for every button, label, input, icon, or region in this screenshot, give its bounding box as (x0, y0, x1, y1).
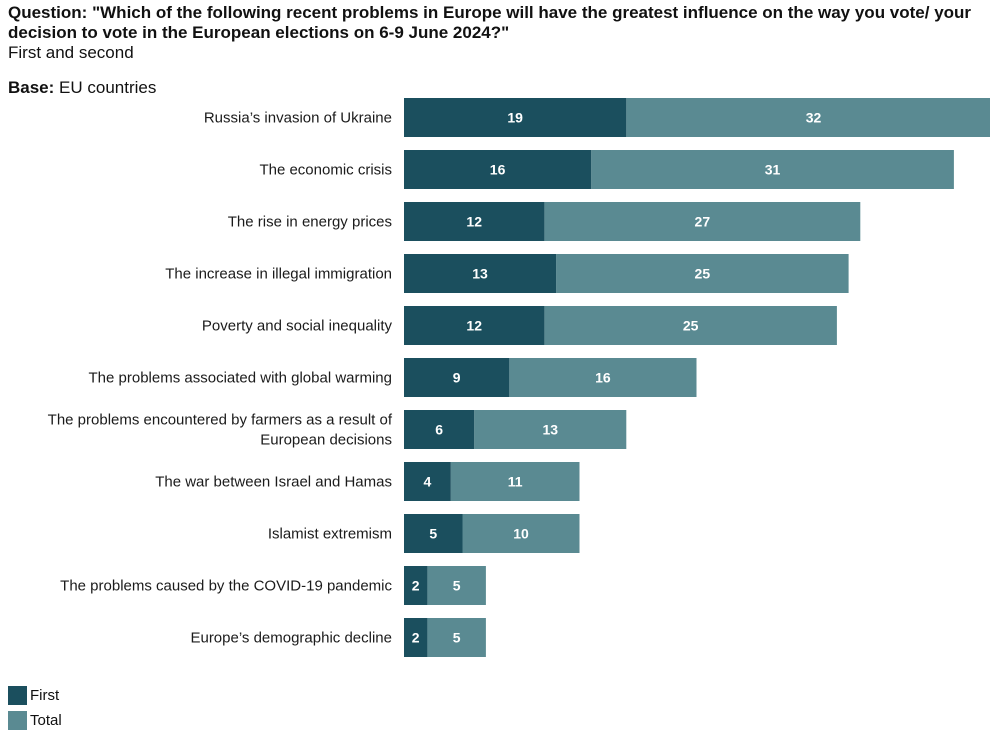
base-label: Base: (8, 78, 55, 97)
chart-header: Question: "Which of the following recent… (8, 3, 983, 63)
bar-total (556, 254, 849, 293)
value-label-first: 12 (466, 214, 482, 230)
bar-first (404, 306, 545, 345)
category-label: Europe’s demographic decline (190, 630, 392, 647)
bar-total (450, 462, 580, 501)
bar-total (544, 306, 837, 345)
value-label-first: 16 (490, 162, 506, 178)
bar-total (462, 514, 580, 553)
value-label-total: 10 (513, 526, 529, 542)
category-label: The problems encountered by farmers as a… (48, 412, 393, 429)
bar-total (474, 410, 627, 449)
bar-first (404, 202, 545, 241)
legend-label-first: First (30, 686, 60, 704)
question-label: Question: (8, 3, 88, 22)
value-label-first: 4 (424, 474, 432, 490)
bar-first (404, 462, 451, 501)
base-note: Base: EU countries (8, 78, 156, 98)
value-label-total: 11 (508, 474, 523, 490)
bar-total (427, 566, 486, 605)
bar-first (404, 98, 627, 137)
category-label: The problems caused by the COVID-19 pand… (60, 578, 392, 595)
bar-total (544, 202, 861, 241)
bar-first (404, 254, 557, 293)
legend: First Total (8, 685, 62, 735)
category-label: Islamist extremism (268, 526, 392, 543)
legend-label-total: Total (30, 711, 62, 729)
bar-first (404, 566, 428, 605)
question-text: "Which of the following recent problems … (8, 3, 972, 42)
category-label: The increase in illegal immigration (165, 266, 392, 283)
value-label-total: 27 (695, 214, 711, 230)
value-label-total: 16 (595, 370, 611, 386)
bar-first (404, 514, 463, 553)
legend-swatch-first (8, 685, 27, 705)
legend-swatch-total (8, 710, 27, 730)
bar-total (591, 150, 954, 189)
value-label-total: 31 (765, 162, 781, 178)
category-label: The rise in energy prices (228, 214, 392, 231)
bar-first (404, 410, 475, 449)
value-label-first: 13 (472, 266, 488, 282)
category-label: Poverty and social inequality (202, 318, 393, 335)
value-label-total: 5 (453, 630, 461, 646)
value-label-total: 25 (695, 266, 711, 282)
value-label-first: 2 (412, 630, 420, 646)
bar-first (404, 618, 428, 657)
value-label-first: 12 (466, 318, 482, 334)
value-label-first: 9 (453, 370, 461, 386)
bar-total (509, 358, 697, 397)
legend-item-total: Total (8, 710, 62, 730)
value-label-total: 25 (683, 318, 699, 334)
value-label-total: 5 (453, 578, 461, 594)
category-label: Russia’s invasion of Ukraine (204, 110, 392, 127)
value-label-first: 5 (429, 526, 437, 542)
chart-subtitle: First and second (8, 43, 134, 62)
value-label-first: 19 (507, 110, 523, 126)
bar-first (404, 358, 510, 397)
bar-total (427, 618, 486, 657)
category-label: The economic crisis (259, 162, 392, 179)
category-label: European decisions (260, 432, 392, 449)
legend-item-first: First (8, 685, 62, 705)
bar-chart: 19 32 Russia’s invasion of Ukraine 16 31 The … (48, 98, 990, 657)
category-label: The problems associated with global warm… (89, 370, 392, 387)
value-label-total: 32 (806, 110, 822, 126)
base-value: EU countries (59, 78, 157, 97)
bar-first (404, 150, 592, 189)
bar-total (626, 98, 990, 137)
value-label-first: 6 (435, 422, 443, 438)
value-label-total: 13 (542, 422, 558, 438)
value-label-first: 2 (412, 578, 420, 594)
category-label: The war between Israel and Hamas (155, 474, 392, 491)
